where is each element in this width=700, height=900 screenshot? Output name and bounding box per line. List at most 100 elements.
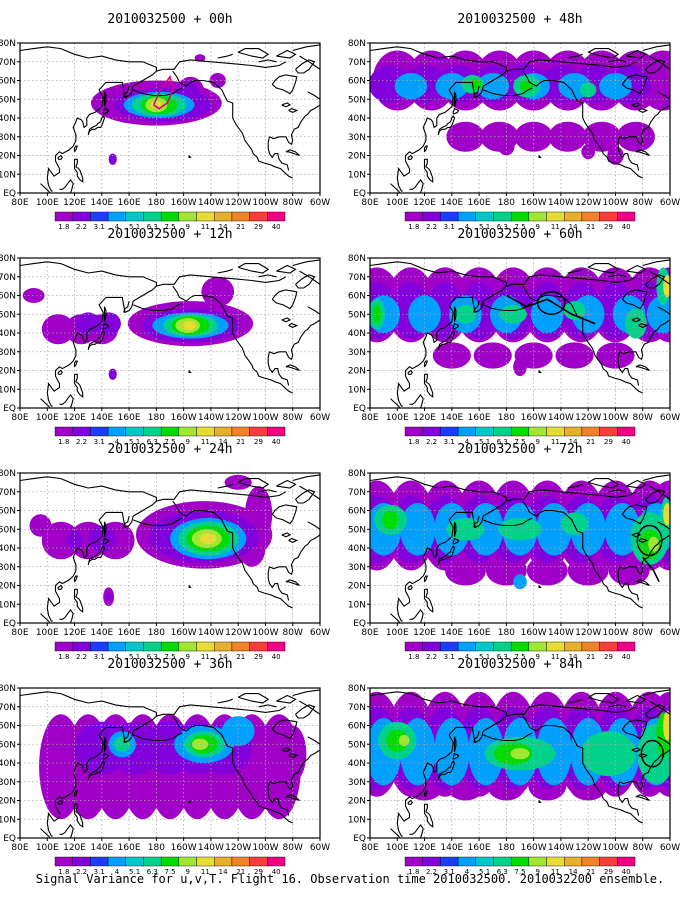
colorbar-swatch bbox=[267, 641, 286, 652]
variance-contour bbox=[108, 153, 117, 165]
coastline bbox=[538, 370, 542, 373]
colorbar-swatch bbox=[510, 426, 530, 437]
coastline bbox=[390, 398, 401, 408]
lon-tick-label: 160W bbox=[521, 413, 547, 423]
colorbar-tick-label: 5.1 bbox=[129, 653, 140, 661]
colorbar-swatch bbox=[214, 426, 233, 437]
colorbar-tick-label: 14 bbox=[569, 868, 578, 876]
colorbar-swatch bbox=[214, 211, 233, 222]
coastline bbox=[292, 474, 320, 482]
coastline bbox=[258, 274, 277, 278]
coastline bbox=[649, 55, 670, 70]
lat-tick-label: 80N bbox=[348, 469, 366, 479]
lat-tick-label: 70N bbox=[0, 273, 16, 283]
colorbar-tick-label: 3.1 bbox=[94, 438, 105, 446]
coastline bbox=[258, 59, 277, 63]
lat-tick-label: 50N bbox=[0, 525, 16, 535]
colorbar-swatch bbox=[90, 211, 109, 222]
lon-tick-label: 100E bbox=[386, 198, 409, 208]
coastline bbox=[156, 704, 287, 717]
colorbar-swatch bbox=[475, 426, 494, 437]
map-panel: 2010032500 + 72h 80E 100E 120E 140E 160E 180 16… bbox=[348, 442, 680, 661]
colorbar-swatch bbox=[107, 856, 126, 867]
coastline bbox=[626, 694, 647, 704]
variance-contour bbox=[200, 533, 217, 545]
coastline bbox=[538, 585, 542, 588]
coastline bbox=[617, 136, 640, 171]
coastline bbox=[483, 302, 533, 312]
coastline bbox=[452, 107, 460, 115]
colorbar-tick-label: 9 bbox=[535, 438, 539, 446]
colorbar-tick-label: 6.3 bbox=[147, 438, 158, 446]
coastline bbox=[40, 613, 51, 623]
coastline bbox=[437, 760, 456, 781]
lat-tick-label: 60N bbox=[348, 507, 366, 517]
coastline bbox=[307, 306, 320, 315]
variance-contour bbox=[394, 73, 428, 100]
lon-tick-label: 60W bbox=[660, 413, 680, 423]
lat-tick-label: 30N bbox=[348, 563, 366, 573]
colorbar-tick-label: 1.8 bbox=[408, 868, 419, 876]
colorbar-swatch bbox=[475, 856, 494, 867]
colorbar-swatch bbox=[581, 426, 600, 437]
lon-tick-label: 100W bbox=[602, 628, 628, 638]
colorbar-swatch bbox=[72, 641, 91, 652]
lat-tick-label: 30N bbox=[348, 133, 366, 143]
coastline bbox=[657, 736, 670, 745]
colorbar-tick-label: 4 bbox=[465, 653, 470, 661]
lon-tick-label: 100W bbox=[252, 628, 278, 638]
colorbar-swatch bbox=[599, 641, 618, 652]
lon-tick-label: 140W bbox=[548, 198, 574, 208]
colorbar-swatch bbox=[160, 211, 180, 222]
colorbar: 1.8 2.2 3.1 4 5.1 6.3 7.5 9 11 14 21 29 40 bbox=[404, 211, 636, 231]
coastline bbox=[20, 46, 157, 192]
colorbar-tick-label: 11 bbox=[201, 223, 210, 231]
colorbar-swatch bbox=[493, 211, 512, 222]
coastline bbox=[645, 704, 666, 719]
colorbar-swatch bbox=[72, 426, 91, 437]
coastline bbox=[267, 781, 290, 816]
coastline bbox=[619, 319, 670, 361]
coastline bbox=[642, 44, 670, 52]
variance-contour bbox=[498, 518, 542, 541]
lat-tick-label: 40N bbox=[348, 114, 366, 124]
lon-tick-label: 120W bbox=[575, 198, 601, 208]
colorbar-tick-label: 40 bbox=[272, 438, 281, 446]
coastline bbox=[453, 521, 457, 537]
lon-tick-label: 100W bbox=[602, 413, 628, 423]
colorbar-tick-label: 11 bbox=[201, 438, 210, 446]
lon-tick-label: 60W bbox=[310, 413, 330, 423]
coastline bbox=[409, 823, 424, 838]
colorbar-swatch bbox=[493, 426, 512, 437]
coastline bbox=[390, 828, 401, 838]
coastline bbox=[102, 107, 110, 115]
coastline bbox=[608, 704, 627, 708]
coastline bbox=[567, 268, 583, 274]
colorbar-tick-label: 11 bbox=[551, 653, 560, 661]
colorbar-tick-label: 3.1 bbox=[444, 223, 455, 231]
colorbar-tick-label: 6.3 bbox=[147, 653, 158, 661]
lon-tick-label: 140W bbox=[198, 413, 224, 423]
coastline bbox=[269, 534, 320, 576]
coastline bbox=[87, 545, 106, 566]
coastline bbox=[102, 322, 110, 330]
colorbar-swatch bbox=[107, 641, 126, 652]
coastline bbox=[156, 489, 287, 502]
coastline bbox=[269, 749, 320, 791]
coastline bbox=[423, 803, 434, 828]
colorbar-tick-label: 14 bbox=[569, 653, 578, 661]
colorbar-tick-label: 40 bbox=[272, 653, 281, 661]
coastline bbox=[269, 319, 320, 361]
lat-tick-label: 40N bbox=[0, 114, 16, 124]
lon-tick-label: 120E bbox=[63, 843, 86, 853]
coastline bbox=[267, 351, 290, 386]
lon-tick-label: 140W bbox=[198, 628, 224, 638]
colorbar-swatch bbox=[599, 211, 618, 222]
colorbar-tick-label: 21 bbox=[586, 653, 595, 661]
variance-contour bbox=[221, 716, 255, 747]
lon-tick-label: 80E bbox=[11, 198, 28, 208]
colorbar-swatch bbox=[440, 641, 459, 652]
colorbar-tick-label: 7.5 bbox=[514, 653, 525, 661]
lat-tick-label: 30N bbox=[348, 778, 366, 788]
colorbar-tick-label: 21 bbox=[236, 653, 245, 661]
